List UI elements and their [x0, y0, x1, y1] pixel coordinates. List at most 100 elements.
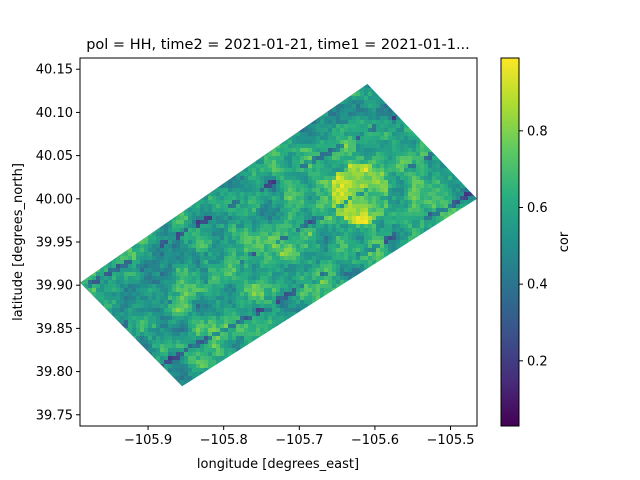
raster-cell	[132, 88, 136, 92]
raster-cell	[252, 124, 256, 128]
raster-cell	[404, 120, 408, 124]
raster-cell	[380, 240, 384, 244]
raster-cell	[388, 192, 392, 196]
raster-cell	[228, 83, 232, 84]
raster-cell	[416, 216, 420, 220]
raster-cell	[200, 204, 204, 208]
raster-cell	[240, 264, 244, 268]
raster-cell	[312, 104, 316, 108]
raster-cell	[272, 256, 276, 260]
raster-cell	[268, 224, 272, 228]
raster-cell	[228, 224, 232, 228]
raster-cell	[184, 272, 188, 276]
raster-cell	[136, 84, 140, 88]
raster-cell	[396, 200, 400, 204]
raster-cell	[356, 260, 360, 264]
raster-cell	[440, 260, 444, 264]
raster-cell	[160, 96, 164, 100]
raster-cell	[372, 184, 376, 188]
raster-cell	[88, 164, 92, 168]
raster-cell	[308, 156, 312, 160]
raster-cell	[456, 216, 460, 220]
raster-cell	[160, 120, 164, 124]
raster-cell	[440, 184, 444, 188]
raster-cell	[136, 204, 140, 208]
raster-cell	[336, 112, 340, 116]
raster-cell	[412, 140, 416, 144]
raster-cell	[328, 164, 332, 168]
raster-cell	[112, 192, 116, 196]
raster-cell	[84, 88, 88, 92]
raster-cell	[464, 252, 468, 256]
raster-cell	[220, 220, 224, 224]
raster-cell	[200, 248, 204, 252]
raster-cell	[336, 164, 340, 168]
raster-cell	[96, 132, 100, 136]
raster-cell	[320, 148, 324, 152]
raster-cell	[292, 252, 296, 256]
raster-cell	[440, 104, 444, 108]
raster-cell	[244, 232, 248, 236]
raster-cell	[336, 216, 340, 220]
raster-cell	[452, 152, 456, 156]
raster-cell	[344, 136, 348, 140]
raster-cell	[448, 136, 452, 140]
raster-cell	[344, 84, 348, 88]
raster-cell	[456, 160, 460, 164]
raster-cell	[132, 172, 136, 176]
raster-cell	[440, 256, 444, 260]
raster-cell	[104, 104, 108, 108]
raster-cell	[144, 96, 148, 100]
raster-cell	[244, 144, 248, 148]
raster-cell	[160, 232, 164, 236]
raster-cell	[120, 84, 124, 88]
raster-cell	[128, 260, 132, 264]
raster-cell	[248, 248, 252, 252]
raster-cell	[80, 83, 84, 84]
raster-cell	[84, 84, 88, 88]
raster-cell	[300, 208, 304, 212]
raster-cell	[140, 152, 144, 156]
raster-cell	[204, 232, 208, 236]
raster-cell	[160, 196, 164, 200]
raster-cell	[216, 224, 220, 228]
raster-cell	[200, 256, 204, 260]
raster-cell	[328, 140, 332, 144]
raster-cell	[148, 128, 152, 132]
raster-cell	[100, 116, 104, 120]
raster-cell	[220, 144, 224, 148]
raster-cell	[320, 156, 324, 160]
raster-cell	[320, 236, 324, 240]
raster-cell	[248, 256, 252, 260]
raster-cell	[392, 172, 396, 176]
raster-cell	[180, 264, 184, 268]
raster-cell	[156, 148, 160, 152]
raster-cell	[264, 116, 268, 120]
raster-cell	[176, 192, 180, 196]
raster-cell	[168, 164, 172, 168]
raster-cell	[272, 128, 276, 132]
raster-cell	[80, 84, 84, 88]
chart-title: pol = HH, time2 = 2021-01-21, time1 = 20…	[86, 37, 470, 53]
raster-cell	[92, 264, 96, 268]
raster-cell	[292, 216, 296, 220]
raster-cell	[368, 260, 372, 264]
raster-cell	[148, 196, 152, 200]
raster-cell	[376, 256, 380, 260]
raster-cell	[160, 240, 164, 244]
raster-cell	[148, 132, 152, 136]
raster-cell	[356, 132, 360, 136]
raster-cell	[440, 148, 444, 152]
raster-cell	[168, 180, 172, 184]
raster-cell	[244, 264, 248, 268]
raster-cell	[216, 180, 220, 184]
raster-cell	[240, 84, 244, 88]
raster-cell	[268, 204, 272, 208]
raster-cell	[328, 200, 332, 204]
raster-cell	[360, 228, 364, 232]
raster-cell	[356, 172, 360, 176]
raster-cell	[388, 248, 392, 252]
raster-cell	[272, 160, 276, 164]
raster-cell	[292, 244, 296, 248]
raster-cell	[80, 128, 84, 132]
